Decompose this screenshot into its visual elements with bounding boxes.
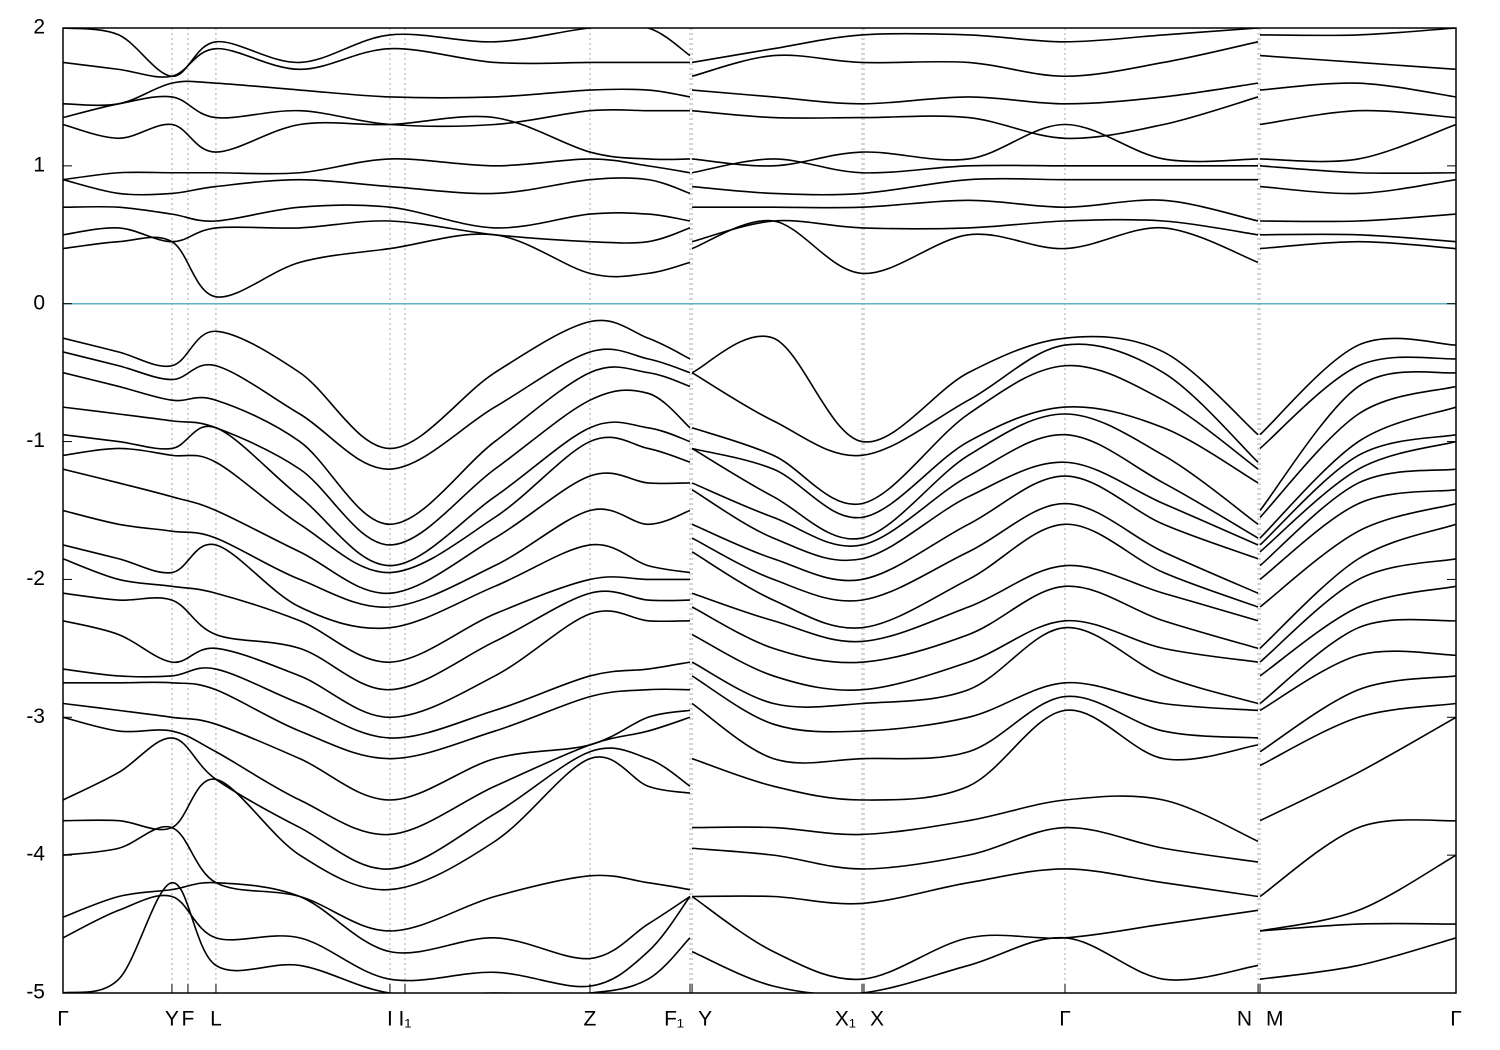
ticks: 210-1-2-3-4-5Γ Y F L I I₁ Z F₁ Y X₁ X Γ N M Γ: [26, 16, 1461, 1031]
band-line: [63, 468, 1456, 608]
band-line: [63, 489, 1456, 630]
band-line: [63, 433, 1456, 574]
band-line: [63, 894, 1456, 988]
x-tick-label: I₁: [399, 1008, 412, 1031]
band-line: [63, 716, 1456, 891]
x-tick-label: Y: [165, 1008, 179, 1031]
x-tick-label: I: [387, 1008, 393, 1031]
band-line: [63, 199, 1456, 229]
x-tick-label: Y: [698, 1008, 712, 1031]
band-line: [63, 158, 1456, 181]
band-line: [63, 557, 1456, 719]
y-tick-label: -2: [26, 567, 45, 590]
band-line: [63, 406, 1456, 567]
band-line: [63, 650, 1456, 801]
x-tick-label: Γ: [1450, 1008, 1462, 1031]
y-tick-label: 0: [33, 291, 45, 314]
band-line: [63, 385, 1456, 546]
x-tick-label: Γ: [57, 1008, 69, 1031]
band-line: [63, 218, 1456, 244]
y-tick-label: -4: [26, 843, 45, 866]
band-line: [63, 343, 1456, 470]
x-tick-label: X: [870, 1008, 884, 1031]
plot-frame: [62, 27, 1457, 994]
x-tick-label: F: [182, 1008, 195, 1031]
x-tick-label: F₁: [664, 1008, 684, 1031]
x-tick-label: N: [1237, 1008, 1252, 1031]
band-line: [63, 502, 1456, 663]
band-line: [63, 364, 1456, 526]
y-tick-label: -3: [26, 705, 45, 728]
band-line: [63, 28, 1456, 78]
y-tick-label: 2: [33, 16, 45, 39]
band-line: [63, 675, 1456, 836]
bands: [63, 28, 1456, 993]
band-line: [63, 115, 1456, 167]
band-line: [63, 440, 1456, 595]
band-line: [63, 585, 1456, 739]
band-line: [63, 854, 1456, 960]
band-line: [63, 702, 1456, 870]
x-tick-label: M: [1266, 1008, 1284, 1031]
y-tick-label: -1: [26, 429, 45, 452]
band-line: [63, 80, 1456, 107]
x-tick-label: Z: [584, 1008, 597, 1031]
band-line: [63, 881, 1456, 993]
x-tick-label: L: [210, 1008, 222, 1031]
band-line: [63, 618, 1456, 760]
band-line: [63, 95, 1456, 140]
y-tick-label: -5: [26, 981, 45, 1004]
grid: [62, 28, 1457, 993]
x-tick-label: Γ: [1059, 1008, 1071, 1031]
band-line: [63, 819, 1456, 932]
band-line: [63, 41, 1456, 78]
x-tick-label: X₁: [835, 1008, 856, 1031]
band-line: [63, 319, 1456, 450]
band-line: [63, 177, 1456, 196]
band-line: [63, 523, 1456, 691]
y-tick-label: 1: [33, 153, 45, 176]
band-line: [63, 219, 1456, 298]
